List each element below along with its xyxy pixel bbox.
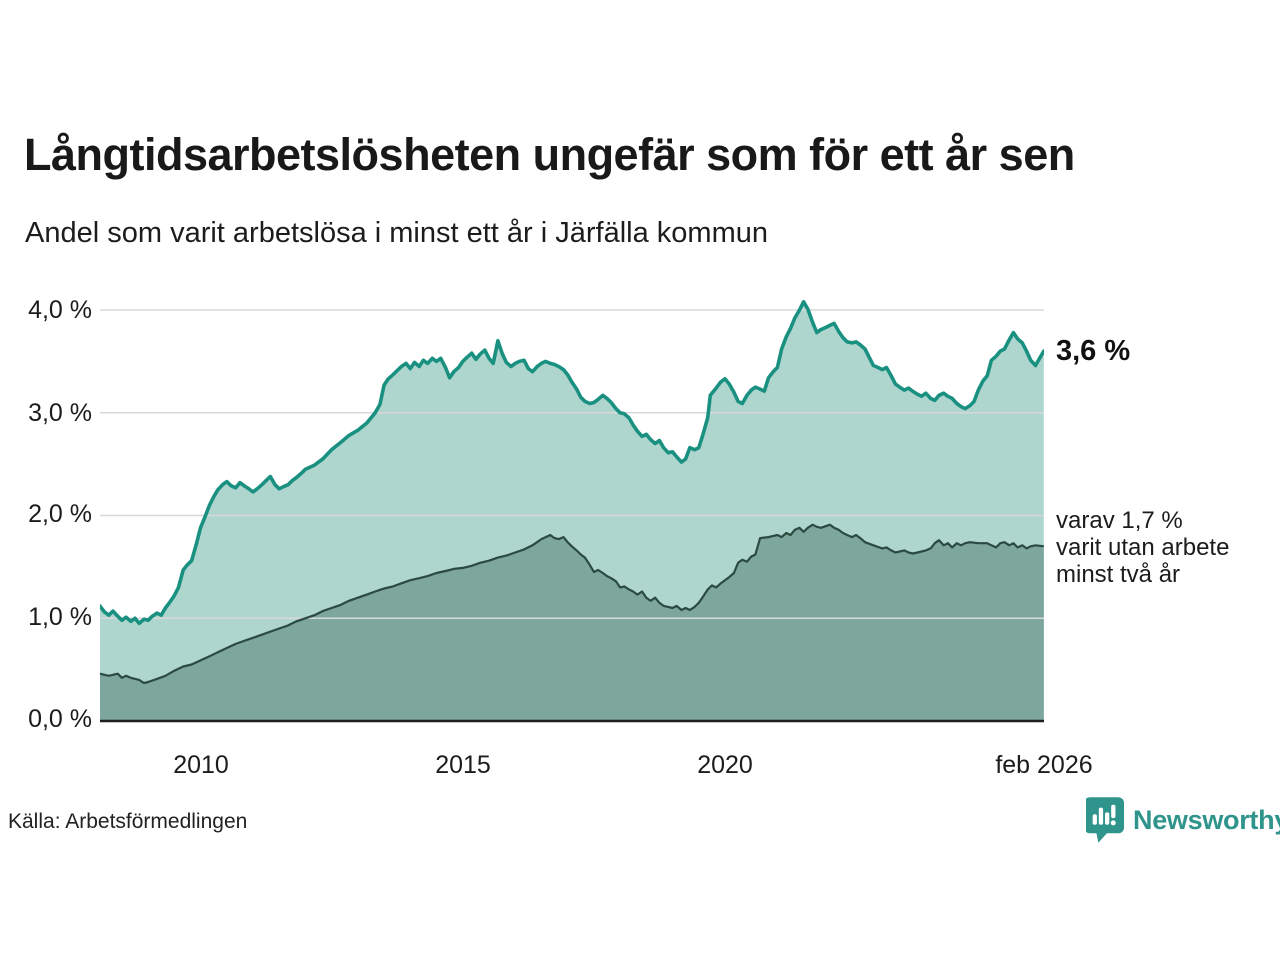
y-axis-tick: 3,0 % [28,399,92,427]
area-chart [100,300,1044,723]
newsworthy-logo: Newsworthy [1084,797,1280,843]
y-axis-tick: 0,0 % [28,705,92,733]
page-subtitle: Andel som varit arbetslösa i minst ett å… [25,217,768,249]
series-area [100,524,1044,721]
newsworthy-wordmark: Newsworthy [1133,804,1280,835]
latest-value-label: 3,6 % [1056,335,1131,367]
secondary-annotation-line: varav 1,7 % [1056,507,1183,534]
secondary-annotation-line: minst två år [1056,561,1181,588]
newsworthy-pin-icon [1084,797,1124,843]
x-axis-tick: 2015 [435,751,491,779]
y-axis-tick: 4,0 % [28,296,92,324]
secondary-series-annotation: varav 1,7 % varit utan arbete minst två … [1056,507,1229,588]
series-line-two-years [100,523,1044,685]
y-axis-tick: 2,0 % [28,500,92,528]
page-title: Långtidsarbetslösheten ungefär som för e… [24,129,1075,180]
x-axis-tick: 2020 [697,751,753,779]
source-credit: Källa: Arbetsförmedlingen [8,810,248,833]
secondary-annotation-line: varit utan arbete [1056,534,1230,561]
y-axis-tick: 1,0 % [28,603,92,631]
series-line-total [100,300,1044,626]
x-axis-tick: feb 2026 [995,751,1093,779]
x-axis-tick: 2010 [173,751,229,779]
